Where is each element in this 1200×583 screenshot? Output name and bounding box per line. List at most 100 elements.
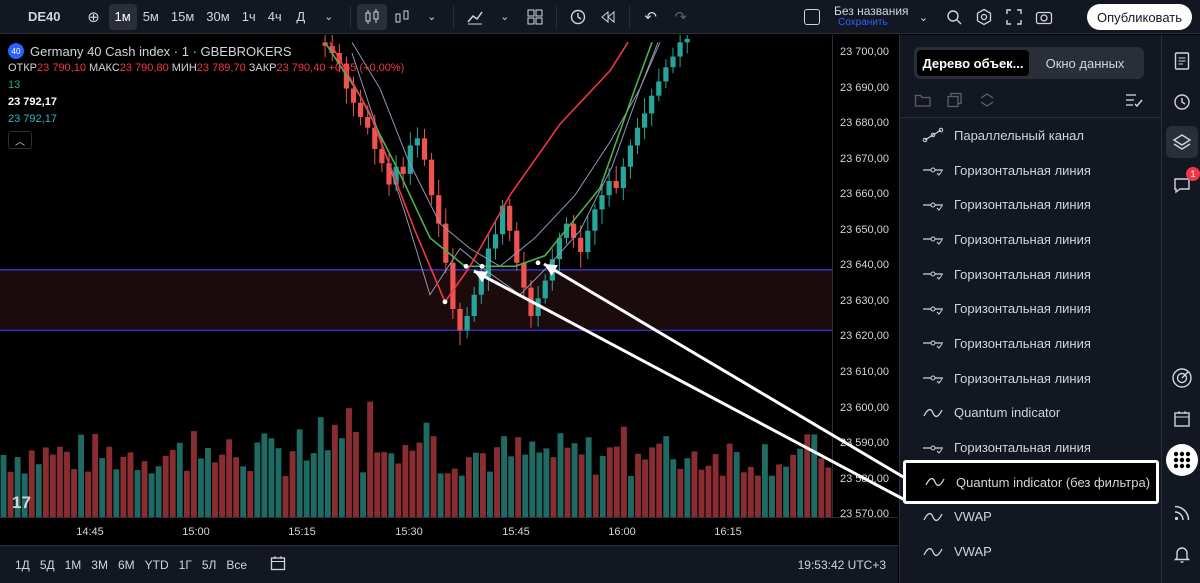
object-list-item[interactable]: Горизонтальная линия (900, 430, 1162, 465)
chart-pane[interactable]: 40 Germany 40 Cash index · 1 · GBEBROKER… (0, 35, 832, 517)
volume-bar (804, 434, 811, 517)
time-tick-label: 15:30 (395, 526, 423, 538)
object-list-item[interactable]: VWAP (900, 500, 1162, 535)
low-label: МИН (171, 62, 197, 74)
interval-button[interactable]: 1ч (241, 9, 256, 24)
layers-order-icon[interactable] (978, 92, 1010, 111)
target-radar-icon[interactable] (1166, 362, 1198, 394)
copy-icon[interactable] (946, 92, 978, 111)
symbol-search[interactable]: DE40 (28, 9, 61, 24)
snapshot-camera-icon[interactable] (1029, 4, 1059, 30)
volume-bar (776, 464, 782, 517)
candles-chart-type-button[interactable] (356, 3, 387, 30)
signal-feed-icon[interactable] (1166, 497, 1198, 529)
time-axis[interactable]: 14:45 15:00 15:15 15:30 15:45 16:00 16:15 (0, 517, 898, 545)
object-list-item[interactable]: Горизонтальная линия (900, 361, 1162, 396)
range-button[interactable]: YTD (144, 557, 169, 572)
redo-icon[interactable]: ↷ (674, 8, 687, 26)
chat-icon[interactable]: 1 (1166, 167, 1200, 201)
volume-bar (790, 454, 797, 517)
interval-button[interactable]: 15м (170, 9, 195, 24)
object-list-item-label: VWAP (954, 509, 992, 525)
chevron-down-icon[interactable]: ⌄ (918, 11, 929, 24)
chevron-down-icon[interactable]: ⌄ (324, 11, 334, 23)
volume-bar (92, 433, 99, 517)
object-list-item[interactable]: Quantum indicator (без фильтра) (903, 460, 1159, 504)
range-button[interactable]: 3М (91, 557, 108, 572)
object-list-item[interactable]: Горизонтальная линия (900, 222, 1162, 257)
object-list-item[interactable]: Горизонтальная линия (900, 187, 1162, 222)
range-button[interactable]: 5Д (39, 557, 55, 572)
interval-button[interactable]: 1м (108, 3, 137, 30)
range-button[interactable]: 1Д (15, 557, 30, 572)
chevron-down-icon[interactable]: ⌄ (427, 11, 437, 23)
range-button[interactable]: 1Г (178, 557, 192, 572)
time-tick-label: 16:15 (714, 526, 742, 538)
settings-gear-icon[interactable] (969, 4, 999, 30)
volume-bar (508, 456, 515, 517)
candle-body (471, 294, 477, 317)
volume-bar (691, 451, 698, 517)
candle-body (670, 56, 676, 68)
volume-bar (515, 437, 522, 517)
volume-bar (127, 452, 134, 517)
object-tree-layers-icon[interactable] (1166, 126, 1198, 158)
indicators-icon[interactable] (460, 4, 490, 30)
date-range-group: 1Д 5Д 1М 3М 6М YTD 1Г 5Л Все (10, 558, 252, 572)
volume-bar (134, 470, 141, 517)
watchlist-icon[interactable] (1166, 45, 1198, 77)
interval-group: 1м 5м 15м 30м 1ч 4ч Д ⌄ (108, 3, 344, 30)
clock-timezone[interactable]: 19:53:42 UTC+3 (797, 558, 886, 572)
layout-save-link[interactable]: Сохранить (838, 17, 888, 28)
object-list-item[interactable]: Горизонтальная линия (900, 291, 1162, 326)
object-list-item[interactable]: VWAP (900, 534, 1162, 569)
range-button[interactable]: 1М (64, 557, 82, 572)
legend-collapse-button[interactable]: ︿ (8, 131, 32, 149)
tab-object-tree[interactable]: Дерево объек... (917, 50, 1029, 76)
interval-button[interactable]: 30м (206, 9, 230, 24)
interval-button[interactable]: 4ч (267, 9, 282, 24)
replay-icon[interactable] (593, 4, 623, 30)
volume-bar (557, 433, 564, 517)
notifications-bell-icon[interactable] (1166, 538, 1198, 570)
bars-chart-type-icon[interactable] (387, 4, 417, 30)
manage-drawings-icon[interactable] (1124, 91, 1146, 112)
tradingview-logo[interactable]: 17 (12, 493, 31, 512)
tab-data-window[interactable]: Окно данных (1045, 55, 1125, 71)
chevron-down-icon[interactable]: ⌄ (500, 11, 510, 23)
range-button[interactable]: Все (226, 557, 248, 572)
object-list-item[interactable]: Горизонтальная линия (900, 153, 1162, 188)
plus-circle-icon[interactable]: ⊕ (87, 8, 100, 26)
object-list-item[interactable]: Quantum indicator (900, 396, 1162, 431)
apps-grid-icon[interactable] (1166, 444, 1198, 476)
layout-selector[interactable]: Без названия Сохранить ⌄ (804, 4, 1059, 30)
object-list-item[interactable]: Параллельный канал (900, 118, 1162, 153)
chevron-up-icon: ︿ (15, 136, 25, 148)
object-list-item[interactable]: Горизонтальная линия (900, 257, 1162, 292)
new-folder-icon[interactable] (914, 92, 946, 111)
volume-bar (303, 460, 310, 517)
object-list-item[interactable]: Горизонтальная линия (900, 326, 1162, 361)
candle-body (407, 145, 413, 174)
volume-bar (698, 469, 705, 517)
candle-body (365, 116, 371, 128)
publish-button[interactable]: Опубликовать (1086, 4, 1192, 30)
undo-icon[interactable]: ↶ (644, 8, 657, 26)
layout-grid-icon[interactable] (520, 4, 550, 30)
range-button[interactable]: 5Л (201, 557, 217, 572)
range-button[interactable]: 6М (117, 557, 135, 572)
quick-search-icon[interactable] (939, 4, 969, 30)
volume-bar (494, 447, 500, 517)
goto-date-calendar-icon[interactable] (270, 555, 286, 574)
volume-bar (642, 459, 648, 517)
fullscreen-icon[interactable] (999, 4, 1029, 30)
alarm-clock-icon[interactable] (1166, 85, 1198, 117)
alert-clock-icon[interactable] (563, 4, 593, 30)
top-toolbar: DE40 ⊕ 1м 5м 15м 30м 1ч 4ч Д ⌄ ⌄ ⌄ ↶ ↷ Без назв… (0, 0, 1200, 34)
interval-button[interactable]: Д (296, 9, 306, 24)
interval-button[interactable]: 5м (142, 9, 159, 24)
price-axis[interactable]: 23 700,00 23 690,00 23 680,00 23 670,00 23 6… (832, 35, 898, 520)
candle-body (592, 209, 598, 231)
symbol-title[interactable]: Germany 40 Cash index · 1 · GBEBROKERS (30, 43, 292, 59)
calendar-icon[interactable] (1166, 403, 1198, 435)
